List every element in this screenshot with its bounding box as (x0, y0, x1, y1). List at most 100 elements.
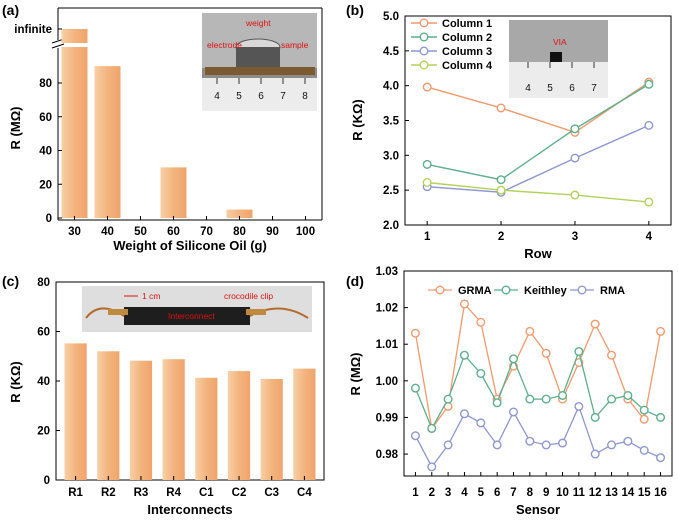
panel-b-series-line (427, 181, 649, 203)
panel-c-x-tick-label: C3 (264, 487, 279, 499)
panel-d-data-point (410, 328, 420, 338)
panel-c-bar (260, 379, 283, 480)
panel-d-data-point (639, 445, 649, 455)
panel-a-axis-break (52, 40, 64, 48)
panel-d-data-point (443, 394, 453, 404)
panel-a-bar (226, 209, 253, 218)
panel-d-data-point (623, 436, 633, 446)
panel-b-data-point (570, 124, 580, 134)
panel-c-label-clip: crocodile clip (224, 291, 273, 301)
panel-b: (b) 1 2 3 4 2.0 2.5 3.0 3.5 4.0 4.5 5.0 4 5 6 7 VIA C… (346, 2, 672, 261)
panel-c-bar (64, 343, 87, 480)
panel-c: (c) R1 R2 R3 R4 C1 C2 C3 C4 0 20 40 60 80 1 cm croco… (2, 273, 325, 517)
panel-d-x-tick-label: 9 (543, 487, 549, 499)
panel-d-data-point (459, 299, 469, 309)
panel-a-ruler-number: 5 (236, 91, 242, 102)
panel-a-x-tick-label: 70 (200, 226, 213, 238)
panel-d-y-tick-label: 1.02 (376, 303, 398, 315)
panel-d-data-point (656, 326, 666, 336)
panel-d-legend-label: Keithley (524, 285, 568, 297)
panel-d-x-tick-label: 1 (412, 487, 419, 499)
panel-c-interconnect (124, 307, 250, 325)
panel-d-data-point (525, 394, 535, 404)
panel-c-bar (195, 377, 218, 480)
panel-d-y-tick-label: 0.98 (376, 449, 399, 461)
panel-d-x-tick-label: 15 (638, 487, 651, 499)
panel-b-y-tick-label: 3.5 (383, 116, 400, 128)
panel-b-data-point (496, 185, 506, 195)
panel-d-data-point (590, 412, 600, 422)
panel-a-label-electrode: electrode (207, 40, 242, 50)
panel-d-data-point (558, 438, 568, 448)
panel-b-legend-label: Column 1 (442, 18, 492, 30)
panel-b-legend-marker (419, 46, 429, 56)
panel-a-y-tick-label: 80 (39, 78, 52, 90)
panel-b-data-point (422, 82, 432, 92)
panel-d-data-point (492, 398, 502, 408)
panel-b-x-tick-label: 4 (646, 231, 653, 243)
panel-c-y-tick-label: 20 (37, 426, 50, 438)
panel-d-y-title: R (MΩ) (348, 353, 363, 396)
panel-b-legend-label: Column 4 (442, 60, 493, 72)
panel-b-data-point (422, 178, 432, 188)
panel-d-x-tick-label: 5 (478, 487, 485, 499)
panel-c-label: (c) (2, 273, 19, 289)
panel-b-y-tick-label: 4.5 (383, 46, 400, 58)
panel-a-x-tick-label: 40 (101, 226, 114, 238)
panel-c-y-tick-label: 80 (37, 277, 50, 289)
panel-c-x-tick-label: R3 (134, 487, 149, 499)
panel-a-x-tick-label: 80 (233, 226, 246, 238)
panel-a-y-title: R (MΩ) (8, 107, 23, 150)
panel-d-data-point (410, 383, 420, 393)
panel-d-data-point (607, 440, 617, 450)
panel-d-data-point (558, 390, 568, 400)
panel-c-inset-photo: 1 cm crocodile clip Interconnect (82, 286, 312, 332)
panel-d-data-point (639, 405, 649, 415)
panel-b-label: (b) (346, 2, 364, 18)
panel-b-series-line (427, 124, 650, 193)
panel-c-y-tick-label: 40 (37, 376, 50, 388)
panel-d-data-point (639, 414, 649, 424)
panel-a-label-sample: sample (281, 40, 309, 50)
panel-d-data-point (492, 440, 502, 450)
panel-a-bar (160, 167, 187, 218)
panel-d-data-point (541, 348, 551, 358)
panel-a-y-break-label: infinite (14, 24, 52, 36)
panel-a-electrode-strip (205, 67, 315, 75)
panel-d-series-line (414, 349, 661, 430)
panel-d-y-tick-label: 0.99 (376, 412, 398, 424)
panel-d-data-point (607, 394, 617, 404)
panel-d-data-point (656, 412, 666, 422)
panel-d-legend-label: RMA (600, 285, 625, 297)
panel-d-data-point (410, 431, 420, 441)
panel-d-x-tick-label: 13 (605, 487, 618, 499)
panel-d-data-point (623, 390, 633, 400)
panel-d-x-tick-label: 8 (527, 487, 534, 499)
panel-c-label-scale: 1 cm (142, 291, 160, 301)
panel-c-x-tick-label: C2 (232, 487, 247, 499)
panel-d-data-point (590, 319, 600, 329)
panel-b-ruler-number: 4 (525, 83, 531, 94)
panel-d-y-tick-label: 1.03 (376, 266, 398, 278)
panel-c-x-tick-label: C4 (297, 487, 312, 499)
panel-d-x-tick-label: 16 (654, 487, 667, 499)
panel-c-bar (97, 351, 120, 480)
panel-a-x-tick-label: 30 (68, 226, 81, 238)
panel-b-legend-label: Column 2 (442, 32, 492, 44)
panel-d-data-point (508, 354, 518, 364)
panel-d-data-point (459, 409, 469, 419)
panel-a-break-line-2 (51, 43, 65, 49)
panel-c-right-clip (246, 309, 266, 315)
panel-b-ruler-number: 6 (569, 83, 575, 94)
panel-d-legend-marker (501, 285, 511, 295)
panel-b-inset-photo: 4 5 6 7 VIA (509, 20, 608, 98)
panel-d-data-point (476, 369, 486, 379)
panel-a-ruler-number: 6 (258, 91, 264, 102)
panel-d-x-tick-label: 10 (556, 487, 569, 499)
panel-d-legend-label: GRMA (458, 285, 492, 297)
panel-b-data-point (570, 190, 580, 200)
panel-a-ruler-number: 4 (214, 91, 220, 102)
panel-a-y-tick-label: 60 (39, 112, 52, 124)
panel-b-legend-label: Column 3 (442, 46, 492, 58)
panel-a-label-weight: weight (245, 18, 271, 28)
